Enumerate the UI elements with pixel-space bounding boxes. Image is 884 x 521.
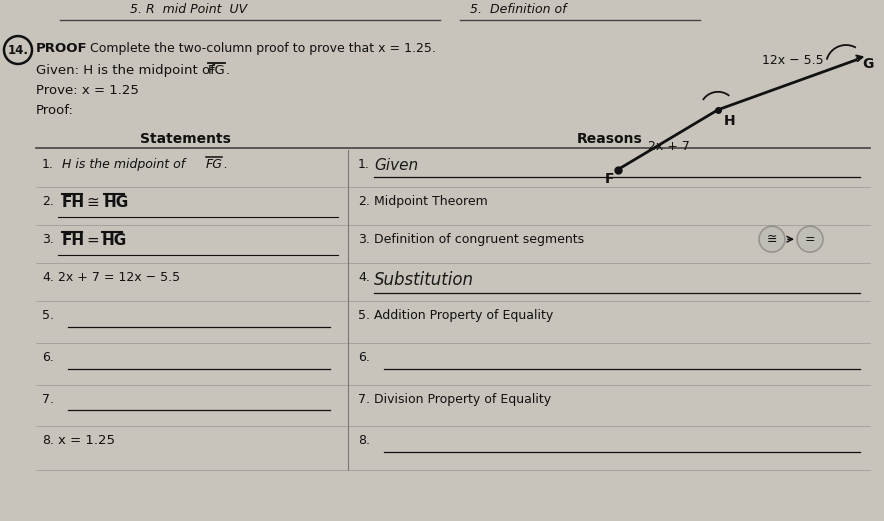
- Text: F: F: [606, 172, 614, 187]
- Text: Statements: Statements: [140, 132, 231, 146]
- Text: Midpoint Theorem: Midpoint Theorem: [374, 195, 488, 208]
- Text: 8.: 8.: [42, 435, 54, 448]
- Text: =: =: [804, 233, 815, 246]
- Text: 8.: 8.: [358, 435, 370, 448]
- Text: 14.: 14.: [7, 44, 28, 56]
- Text: 4.: 4.: [358, 271, 370, 284]
- Circle shape: [797, 226, 823, 252]
- Circle shape: [759, 226, 785, 252]
- Text: Addition Property of Equality: Addition Property of Equality: [374, 309, 553, 322]
- Text: =: =: [86, 233, 99, 248]
- Text: FH: FH: [62, 233, 85, 248]
- Text: 5.: 5.: [358, 309, 370, 322]
- Text: 6.: 6.: [42, 351, 54, 364]
- Text: 5. R  mid Point  UV: 5. R mid Point UV: [130, 3, 248, 16]
- Text: 4.: 4.: [42, 271, 54, 284]
- Text: ≅: ≅: [766, 233, 777, 246]
- Text: Proof:: Proof:: [36, 104, 74, 117]
- Text: FG: FG: [208, 64, 225, 77]
- Text: H is the midpoint of: H is the midpoint of: [58, 157, 185, 170]
- Text: ≅: ≅: [86, 195, 99, 210]
- Text: x = 1.25: x = 1.25: [58, 435, 115, 448]
- Text: Division Property of Equality: Division Property of Equality: [374, 392, 551, 405]
- Text: 6.: 6.: [358, 351, 370, 364]
- Text: HG: HG: [102, 233, 127, 248]
- Text: G: G: [862, 57, 873, 71]
- Text: Complete the two-column proof to prove that x = 1.25.: Complete the two-column proof to prove t…: [90, 42, 436, 55]
- Text: 2.: 2.: [358, 195, 370, 208]
- Text: PROOF: PROOF: [36, 42, 88, 55]
- Text: HG: HG: [104, 195, 129, 210]
- Text: 1.: 1.: [358, 157, 370, 170]
- Text: FH: FH: [62, 195, 85, 210]
- Text: Given: Given: [374, 157, 418, 172]
- Text: 2x + 7: 2x + 7: [648, 140, 690, 153]
- Text: 12x − 5.5: 12x − 5.5: [762, 54, 824, 67]
- Text: .: .: [226, 64, 230, 77]
- Text: FG: FG: [206, 157, 223, 170]
- Text: 5.: 5.: [42, 309, 54, 322]
- Text: Definition of congruent segments: Definition of congruent segments: [374, 233, 584, 246]
- Text: 5.  Definition of: 5. Definition of: [470, 3, 567, 16]
- Text: 3.: 3.: [42, 233, 54, 246]
- Text: 3.: 3.: [358, 233, 370, 246]
- Text: 7.: 7.: [358, 392, 370, 405]
- Text: H: H: [724, 114, 735, 128]
- Text: 7.: 7.: [42, 392, 54, 405]
- Text: 2x + 7 = 12x − 5.5: 2x + 7 = 12x − 5.5: [58, 271, 180, 284]
- Text: Given: H is the midpoint of: Given: H is the midpoint of: [36, 64, 219, 77]
- Text: Reasons: Reasons: [577, 132, 643, 146]
- Text: Prove: x = 1.25: Prove: x = 1.25: [36, 84, 139, 97]
- Text: .: .: [223, 157, 227, 170]
- Text: Substitution: Substitution: [374, 271, 474, 289]
- Text: 2.: 2.: [42, 195, 54, 208]
- Text: 1.: 1.: [42, 157, 54, 170]
